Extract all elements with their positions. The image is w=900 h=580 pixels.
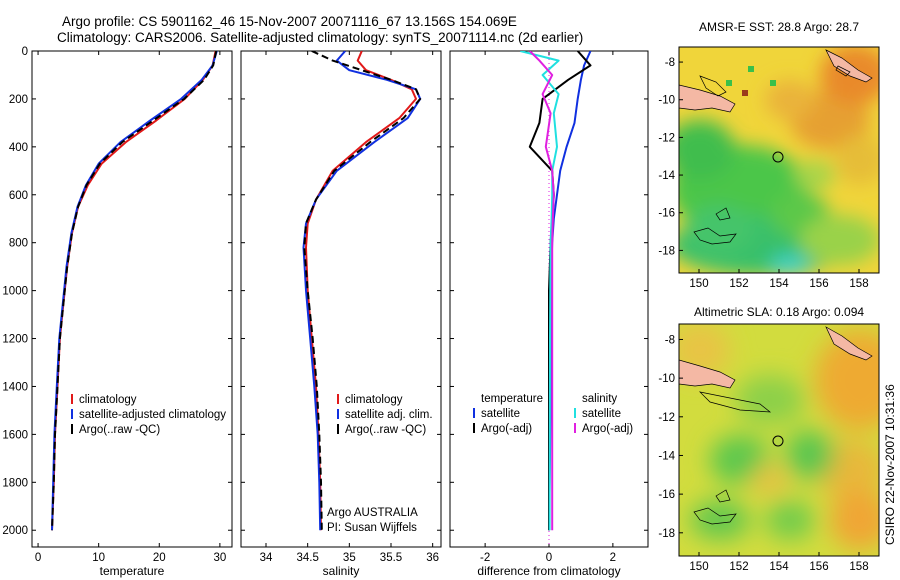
depth-tick-label: 2000: [2, 525, 28, 537]
temperature-legend-label: Argo(..raw -QC): [79, 424, 160, 436]
sla-argo-marker: [772, 435, 784, 447]
sst-lat-tick-label: -12: [658, 132, 675, 144]
temp-series-1: [51, 51, 218, 531]
sal-xtick-label: 35: [343, 552, 356, 564]
diff-series-1: [528, 51, 592, 531]
depth-tick-label: 800: [9, 238, 28, 250]
diff-xtick-label: -2: [480, 552, 490, 564]
sst-lat-tick-label: -10: [658, 95, 675, 107]
temp-xtick-label: 30: [213, 552, 226, 564]
sal-xtick-label: 36: [426, 552, 439, 564]
sst-lon-tick-label: 154: [769, 278, 789, 290]
header-line-1: Argo profile: CS 5901162_46 15-Nov-2007 …: [62, 14, 517, 29]
sla-lon-tick-label: 152: [729, 561, 748, 573]
sal-xlabel: salinity: [323, 564, 360, 578]
diff-series-3: [529, 51, 555, 531]
temp-series-2: [51, 51, 218, 531]
diff-temperature-legend-label: Argo(-adj): [481, 423, 532, 435]
temp-xtick-label: 20: [153, 552, 166, 564]
sst-map: AMSR-E SST: 28.8 Argo: 28.7: [658, 20, 880, 290]
salinity-panel: 34 34.5 35 35.5 36 salinity climatology satelli…: [240, 50, 442, 578]
diff-series: [520, 51, 592, 531]
depth-tick-label: 200: [9, 94, 28, 106]
sla-lat-tick-label: -18: [658, 528, 675, 540]
temp-frame: [31, 50, 233, 548]
sal-xtick-label: 35.5: [380, 552, 402, 564]
sla-lat-tick-label: -16: [658, 489, 675, 501]
salinity-legend-label: satellite adj. clim.: [345, 409, 433, 421]
depth-tick-label: 600: [9, 190, 28, 202]
diff-salinity-legend-label: Argo(-adj): [582, 423, 633, 435]
sst-lon-tick-label: 150: [689, 278, 708, 290]
sst-lat-tick-label: -8: [665, 57, 675, 69]
sla-lon-tick-label: 158: [849, 561, 868, 573]
sla-lat-tick-label: -12: [658, 412, 675, 424]
sst-lat-tick-label: -16: [658, 208, 675, 220]
sst-lon-tick-label: 152: [729, 278, 748, 290]
sla-map: Altimetric SLA: 0.18 Argo: 0.094: [658, 305, 880, 573]
sst-map-title: AMSR-E SST: 28.8 Argo: 28.7: [699, 20, 859, 34]
temp-series: [51, 51, 218, 531]
diff-series-2: [520, 51, 560, 531]
depth-tick-label: 0: [22, 46, 28, 58]
sst-lat-tick-label: -18: [658, 245, 675, 257]
depth-tick-label: 1600: [2, 429, 28, 441]
depth-tick-label: 400: [9, 142, 28, 154]
temp-xlabel: temperature: [100, 564, 165, 578]
salinity-annotation: PI: Susan Wijffels: [327, 522, 417, 534]
sst-lon-tick-label: 156: [809, 278, 828, 290]
diff-xlabel: difference from climatology: [477, 564, 620, 578]
sla-lon-tick-label: 150: [689, 561, 708, 573]
sla-lat-tick-label: -10: [658, 373, 675, 385]
sla-map-title: Altimetric SLA: 0.18 Argo: 0.094: [694, 305, 864, 319]
diff-legend-title-salinity: salinity: [582, 393, 617, 405]
salinity-legend-label: Argo(..raw -QC): [345, 424, 426, 436]
sla-lon-tick-label: 156: [809, 561, 828, 573]
diff-temperature-legend-label: satellite: [481, 408, 520, 420]
depth-tick-label: 1000: [2, 286, 28, 298]
footer-credit: CSIRO 22-Nov-2007 10:31:36: [883, 384, 897, 545]
temp-xtick-label: 10: [92, 552, 105, 564]
sst-argo-marker: [772, 151, 784, 163]
temp-series-0: [51, 51, 217, 531]
sla-map-field: [679, 324, 879, 556]
temperature-legend-label: climatology: [79, 394, 137, 406]
temperature-panel: 0 10 20 30 temperature 0 200 400 600 800 1000 1200 1…: [2, 46, 233, 578]
sal-xtick-label: 34: [260, 552, 273, 564]
sal-series-1: [302, 51, 422, 531]
header-line-2: Climatology: CARS2006. Satellite-adjuste…: [57, 30, 583, 45]
sal-series: [302, 51, 422, 531]
depth-tick-label: 1200: [2, 334, 28, 346]
sst-lon-tick-label: 158: [849, 278, 868, 290]
sla-lat-tick-label: -8: [665, 334, 675, 346]
depth-tick-label: 1800: [2, 477, 28, 489]
salinity-legend-label: climatology: [345, 394, 403, 406]
sla-lon-tick-label: 154: [769, 561, 789, 573]
sal-series-2: [303, 51, 422, 531]
sst-lat-tick-label: -14: [658, 170, 675, 182]
depth-tick-label: 1400: [2, 381, 28, 393]
salinity-annotation: Argo AUSTRALIA: [327, 507, 418, 519]
diff-legend-title-temperature: temperature: [481, 393, 543, 405]
sal-frame: [240, 50, 442, 548]
sla-lat-tick-label: -14: [658, 450, 675, 462]
diff-salinity-legend-label: satellite: [582, 408, 621, 420]
diff-xtick-label: 2: [610, 552, 616, 564]
diff-xtick-label: 0: [546, 552, 552, 564]
sal-xtick-label: 34.5: [296, 552, 318, 564]
sst-map-field: [679, 47, 879, 273]
temperature-legend-label: satellite-adjusted climatology: [79, 409, 226, 421]
temp-xtick-label: 0: [35, 552, 41, 564]
